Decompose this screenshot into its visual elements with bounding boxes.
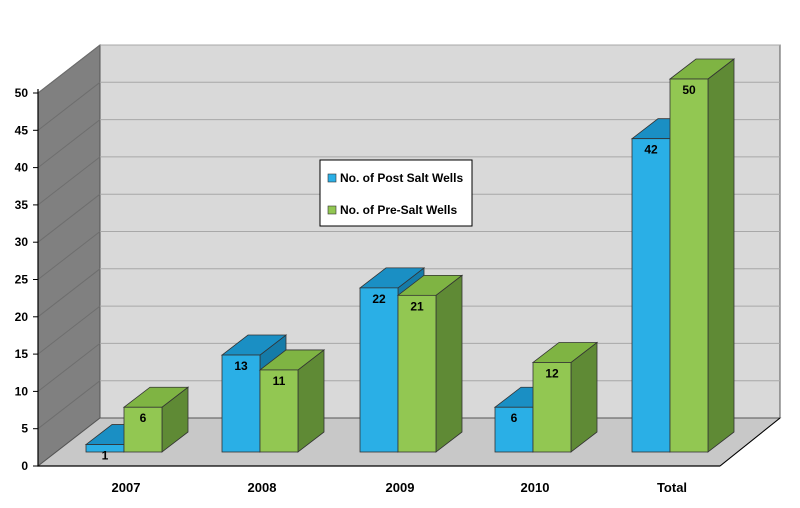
bar-side bbox=[707, 58, 735, 453]
floor-edge bbox=[719, 417, 781, 467]
data-label: 22 bbox=[372, 292, 386, 306]
bar-front bbox=[532, 362, 572, 453]
gridline-side bbox=[37, 268, 101, 318]
bar-pre-salt-total: 50 bbox=[668, 58, 736, 453]
y-tick-label: 50 bbox=[15, 86, 29, 100]
bar-side bbox=[435, 274, 463, 453]
legend-label: No. of Post Salt Wells bbox=[340, 171, 463, 185]
bar-pre-salt-2009: 21 bbox=[396, 274, 464, 453]
bar-pre-salt-2008: 11 bbox=[258, 349, 326, 453]
bar-front bbox=[221, 354, 261, 453]
data-label: 50 bbox=[682, 83, 696, 97]
bar-front bbox=[669, 78, 709, 453]
legend: No. of Post Salt Wells No. of Pre-Salt We… bbox=[319, 159, 473, 227]
y-tick-label: 35 bbox=[15, 198, 29, 212]
bar-front bbox=[259, 369, 299, 453]
legend-label: No. of Pre-Salt Wells bbox=[340, 203, 457, 217]
gridline-side bbox=[37, 193, 101, 243]
y-tick-label: 5 bbox=[21, 422, 28, 436]
y-tick-label: 25 bbox=[15, 273, 29, 287]
legend-swatch bbox=[327, 173, 337, 183]
x-tick-label: 2007 bbox=[112, 480, 141, 495]
y-tick-label: 0 bbox=[21, 459, 28, 473]
legend-swatch bbox=[327, 205, 337, 215]
x-tick-label: 2010 bbox=[521, 480, 550, 495]
data-label: 1 bbox=[102, 449, 109, 463]
legend-box bbox=[319, 159, 473, 227]
y-tick-label: 20 bbox=[15, 310, 29, 324]
data-label: 12 bbox=[545, 366, 559, 380]
gridline-side bbox=[37, 380, 101, 430]
x-tick-label: Total bbox=[657, 480, 687, 495]
gridline-side bbox=[37, 81, 101, 131]
bar-front bbox=[123, 406, 163, 453]
bar-pre-salt-2007: 6 bbox=[122, 386, 190, 453]
bar-pre-salt-2010: 12 bbox=[531, 341, 599, 453]
bar-front bbox=[631, 138, 671, 453]
x-tick-label: 2008 bbox=[248, 480, 277, 495]
y-tick-label: 10 bbox=[15, 384, 29, 398]
gridline-side bbox=[37, 305, 101, 355]
gridline-side bbox=[37, 44, 101, 94]
y-tick-label: 30 bbox=[15, 235, 29, 249]
bar-front bbox=[494, 406, 534, 453]
bar-front bbox=[359, 287, 399, 453]
data-label: 42 bbox=[644, 143, 658, 157]
y-tick-label: 45 bbox=[15, 123, 29, 137]
data-label: 21 bbox=[410, 299, 424, 313]
gridline-side bbox=[37, 343, 101, 392]
y-tick-label: 15 bbox=[15, 347, 29, 361]
x-tick-label: 2009 bbox=[386, 480, 415, 495]
data-label: 6 bbox=[140, 411, 147, 425]
y-tick-label: 40 bbox=[15, 161, 29, 175]
data-label: 6 bbox=[511, 411, 518, 425]
gridline-side bbox=[37, 119, 101, 168]
bar-front bbox=[397, 294, 437, 453]
data-label: 13 bbox=[234, 359, 248, 373]
gridline-side bbox=[37, 231, 101, 280]
data-label: 11 bbox=[273, 374, 286, 388]
gridline-side bbox=[37, 156, 101, 206]
